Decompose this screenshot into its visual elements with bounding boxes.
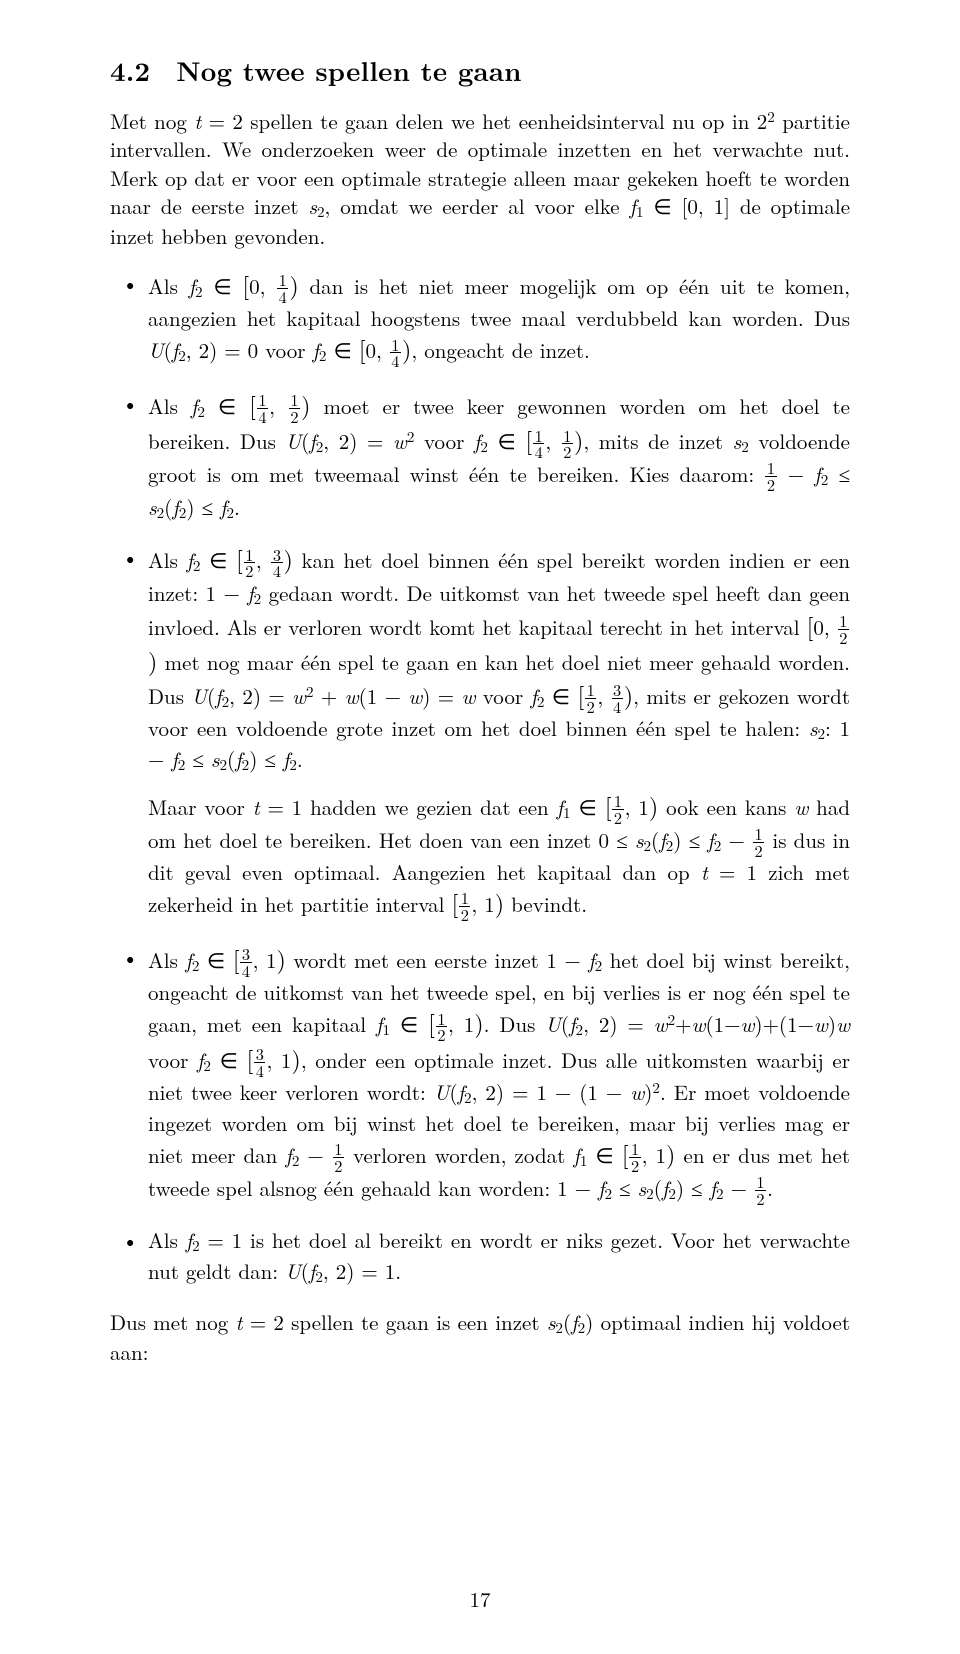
closing-paragraph: Dus met nog t = 2 spellen te gaan is een… (110, 1308, 850, 1367)
page-number: 17 (0, 1584, 960, 1614)
section-number: 4.2 (110, 50, 150, 89)
section-heading: 4.2 Nog twee spellen te gaan (110, 50, 850, 89)
page: 4.2 Nog twee spellen te gaan Met nog t = … (0, 0, 960, 1654)
list-item: Als f2 ∈ [34, 1) wordt met een eerste in… (110, 943, 850, 1207)
sub-paragraph: Maar voor t = 1 hadden we gezien dat een… (148, 790, 850, 923)
intro-paragraph: Met nog t = 2 spellen te gaan delen we h… (110, 107, 850, 251)
section-title: Nog twee spellen te gaan (176, 50, 521, 89)
list-item: Als f2 = 1 is het doel al bereikt en wor… (110, 1226, 850, 1288)
list-item: Als f2 ∈ [14, 12) moet er twee keer gewo… (110, 389, 850, 524)
list-item: Als f2 ∈ [12, 34) kan het doel binnen éé… (110, 543, 850, 922)
list-item: Als f2 ∈ [0, 14) dan is het niet meer mo… (110, 269, 850, 369)
bullet-list: Als f2 ∈ [0, 14) dan is het niet meer mo… (110, 269, 850, 1288)
